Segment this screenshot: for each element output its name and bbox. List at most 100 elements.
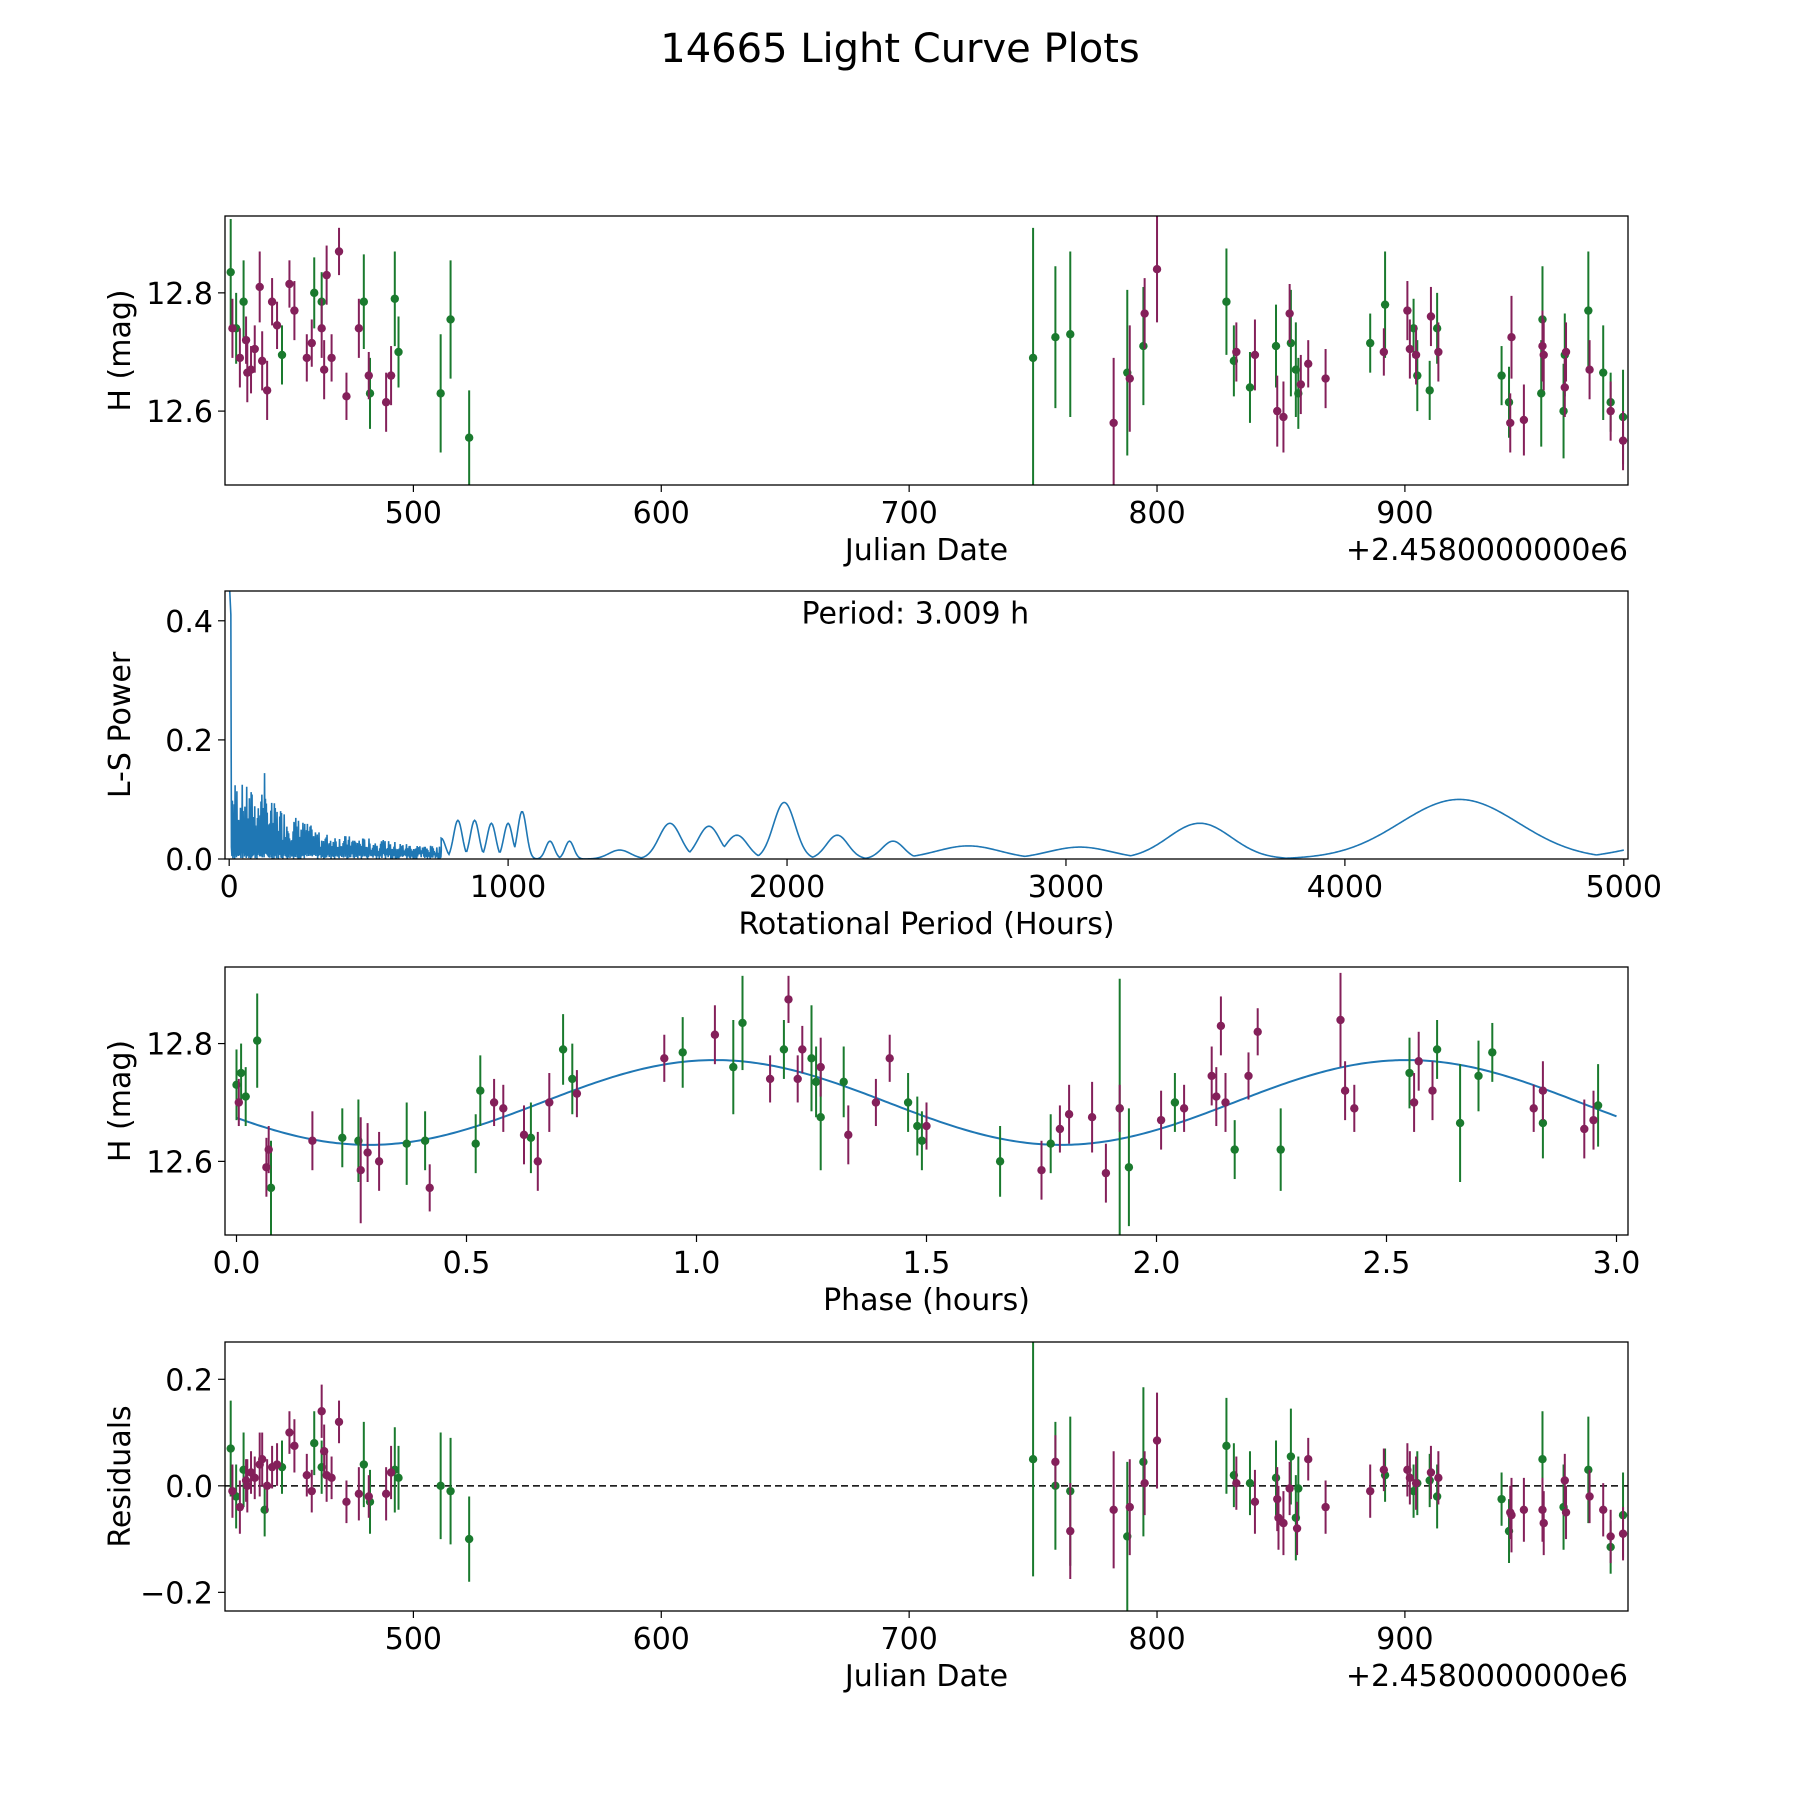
green-data-point	[1413, 371, 1422, 380]
green-data-point	[1425, 1476, 1434, 1485]
x-tick-label: 500	[385, 1622, 442, 1657]
light-curve-frame	[224, 215, 1629, 486]
magenta-data-point	[327, 353, 336, 363]
magenta-data-point	[1279, 1518, 1288, 1528]
magenta-data-point	[1152, 265, 1162, 274]
magenta-data-point	[1336, 1015, 1345, 1025]
x-tick-label: 600	[633, 1622, 690, 1657]
magenta-data-point	[545, 1098, 554, 1107]
green-data-point	[995, 1157, 1005, 1166]
green-data-point	[239, 297, 248, 306]
green-data-point	[917, 1136, 927, 1145]
green-data-point	[1425, 386, 1434, 395]
x-tick-label: 5000	[1586, 870, 1662, 905]
magenta-data-point	[1321, 374, 1330, 383]
x-axis-label: Phase (hours)	[823, 1283, 1030, 1318]
y-tick-label: 0.2	[165, 724, 213, 759]
magenta-data-point	[1250, 350, 1260, 360]
green-data-point	[390, 294, 399, 303]
magenta-data-point	[354, 1489, 364, 1499]
green-data-point	[394, 347, 403, 357]
magenta-data-point	[1250, 1497, 1260, 1507]
magenta-data-point	[1125, 1502, 1134, 1512]
y-tick-label: 0.4	[165, 605, 213, 640]
green-data-point	[402, 1139, 411, 1148]
magenta-data-point	[1232, 347, 1241, 357]
magenta-data-point	[386, 371, 396, 380]
magenta-data-point	[1179, 1104, 1189, 1113]
green-data-point	[1046, 1139, 1055, 1148]
green-data-point	[359, 297, 369, 306]
green-data-point	[558, 1045, 568, 1054]
x-tick-label: 1.0	[673, 1246, 721, 1281]
green-data-point	[1432, 1045, 1442, 1054]
magenta-data-point	[1539, 350, 1548, 360]
magenta-data-point	[1340, 1086, 1350, 1095]
magenta-data-point	[246, 365, 256, 374]
magenta-data-point	[342, 392, 351, 401]
magenta-data-point	[334, 1417, 344, 1427]
magenta-data-point	[228, 1486, 237, 1496]
green-data-point	[310, 1439, 319, 1448]
y-axis-label: L-S Power	[103, 651, 138, 798]
green-data-point	[1222, 1441, 1231, 1451]
magenta-data-point	[228, 324, 237, 333]
magenta-data-point	[285, 1428, 294, 1437]
magenta-data-point	[1101, 1168, 1111, 1178]
magenta-data-point	[816, 1062, 825, 1072]
figure-title: 14665 Light Curve Plots	[660, 26, 1140, 72]
magenta-data-point	[1296, 380, 1305, 389]
green-data-point	[729, 1062, 738, 1072]
phased-light-curve-plot-area	[232, 972, 1617, 1235]
magenta-data-point	[1051, 1457, 1060, 1467]
green-data-point	[1271, 341, 1281, 351]
y-tick-label: 0.0	[165, 843, 213, 878]
green-data-point	[1504, 398, 1514, 407]
x-tick-label: 600	[633, 496, 690, 531]
x-tick-label: 700	[881, 1622, 938, 1657]
magenta-data-point	[519, 1130, 529, 1140]
green-data-point	[1474, 1071, 1483, 1081]
green-data-point	[1245, 383, 1255, 392]
green-data-point	[464, 433, 474, 442]
green-data-point	[1538, 1454, 1547, 1464]
green-data-point	[1455, 1118, 1465, 1128]
magenta-data-point	[234, 1098, 243, 1107]
magenta-data-point	[1379, 1465, 1389, 1475]
x-tick-label: 0.5	[443, 1246, 491, 1281]
green-data-point	[226, 1444, 235, 1453]
residuals-plot-area	[225, 1342, 1628, 1611]
magenta-data-point	[257, 1454, 267, 1464]
magenta-data-point	[1350, 1104, 1359, 1113]
magenta-data-point	[327, 1473, 336, 1483]
x-tick-label: 500	[385, 496, 442, 531]
magenta-data-point	[1434, 1473, 1443, 1483]
magenta-data-point	[1109, 418, 1118, 428]
x-tick-label: 2000	[749, 870, 825, 905]
green-data-point	[1405, 1068, 1414, 1078]
y-tick-label: 12.8	[146, 1028, 213, 1063]
green-data-point	[1170, 1098, 1180, 1107]
green-data-point	[1537, 389, 1546, 398]
green-data-point	[277, 350, 287, 360]
x-tick-label: 1.5	[903, 1246, 951, 1281]
magenta-data-point	[1561, 347, 1571, 357]
x-tick-label: 2.0	[1133, 1246, 1181, 1281]
magenta-data-point	[1055, 1124, 1065, 1134]
magenta-data-point	[1411, 350, 1421, 360]
magenta-data-point	[255, 282, 264, 292]
magenta-data-point	[765, 1074, 775, 1084]
green-data-point	[1584, 1465, 1593, 1475]
y-tick-label: −0.2	[140, 1576, 213, 1611]
magenta-data-point	[364, 371, 373, 380]
magenta-data-point	[844, 1130, 853, 1140]
magenta-data-point	[1279, 412, 1288, 422]
magenta-data-point	[290, 306, 299, 315]
green-data-point	[1294, 1484, 1303, 1493]
green-data-point	[678, 1048, 687, 1057]
magenta-data-point	[1285, 1484, 1294, 1493]
magenta-data-point	[871, 1098, 881, 1107]
x-tick-label: 0	[220, 870, 239, 905]
magenta-data-point	[425, 1183, 434, 1193]
